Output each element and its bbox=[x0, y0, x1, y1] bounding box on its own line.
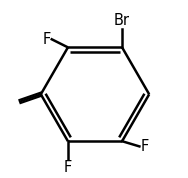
Text: Br: Br bbox=[114, 13, 130, 28]
Text: F: F bbox=[140, 139, 149, 154]
Text: F: F bbox=[42, 32, 51, 47]
Text: F: F bbox=[64, 160, 72, 175]
